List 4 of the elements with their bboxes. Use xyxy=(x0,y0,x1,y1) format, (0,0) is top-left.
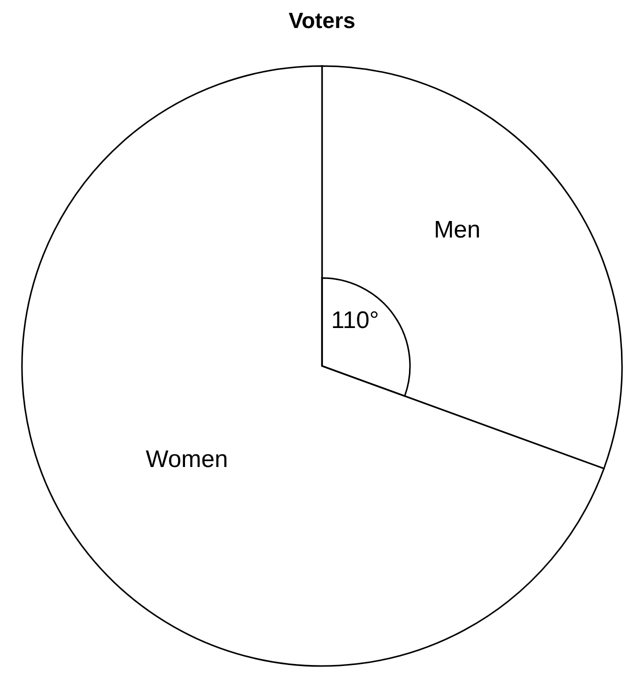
chart-title: Voters xyxy=(288,8,356,33)
slice-label: Women xyxy=(146,446,228,473)
slice-label: Men xyxy=(434,216,481,244)
data-label: 110° xyxy=(331,306,380,334)
